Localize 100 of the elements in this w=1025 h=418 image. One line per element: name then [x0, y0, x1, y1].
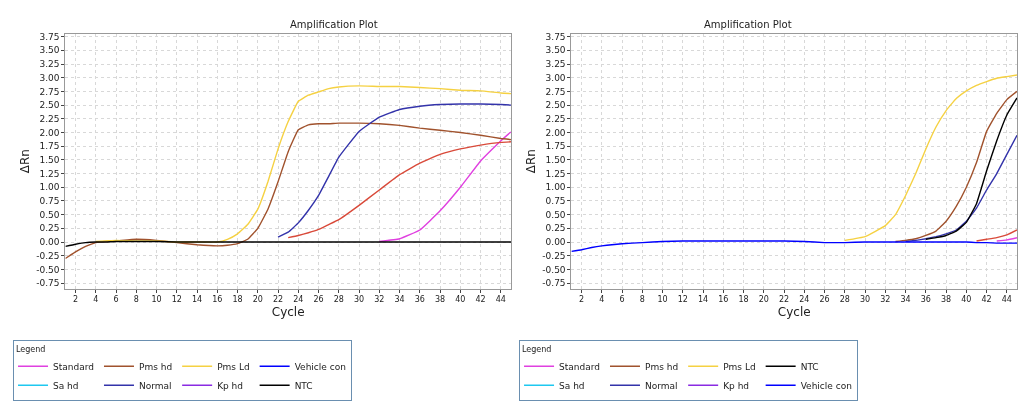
y-tick-label: 0.00 [545, 237, 566, 248]
x-tick-label: 40 [961, 295, 972, 305]
y-tick-label: 1.25 [39, 168, 60, 179]
line-series [975, 229, 1017, 242]
legend-label: Pms hd [138, 361, 173, 372]
x-tick-label: 14 [191, 295, 203, 305]
x-tick-label: 18 [738, 295, 749, 305]
legend-label: Pms hd [644, 361, 679, 372]
y-tick-label: 2.50 [39, 100, 60, 111]
x-tick-label: 26 [819, 295, 830, 305]
legend-label: Normal [138, 380, 172, 391]
x-tick-label: 2 [578, 295, 585, 305]
x-tick-label: 36 [920, 295, 931, 305]
y-tick-label: 2.00 [39, 127, 60, 138]
legend-label: Standard [53, 361, 94, 372]
y-tick-label: 3.75 [39, 31, 60, 42]
y-tick-label: 1.75 [39, 141, 60, 152]
legend-label: Sa hd [559, 380, 585, 391]
y-tick-label: 3.75 [545, 31, 566, 42]
y-axis-title: ΔRn [17, 149, 32, 174]
y-tick-label: 1.00 [545, 182, 566, 193]
y-tick-label: 2.50 [545, 100, 566, 111]
x-tick-label: 10 [657, 295, 668, 305]
x-tick-label: 20 [252, 295, 263, 305]
x-tick-label: 10 [151, 295, 162, 305]
x-tick-label: 34 [900, 295, 911, 305]
x-tick-label: 30 [860, 295, 871, 305]
legend-label: Kp hd [217, 380, 244, 391]
y-axis-title: ΔRn [523, 149, 538, 174]
y-tick-label: 3.00 [545, 72, 566, 83]
line-series [287, 141, 511, 239]
y-tick-label: 3.50 [545, 45, 566, 56]
y-tick-label: 0.50 [39, 209, 60, 220]
x-tick-label: 8 [133, 295, 139, 305]
x-tick-label: 12 [677, 295, 688, 305]
x-tick-label: 38 [435, 295, 446, 305]
x-axis-title: Cycle [271, 305, 305, 320]
line-series [277, 103, 511, 238]
x-tick-label: 40 [455, 295, 466, 305]
y-tick-label: -0.50 [542, 264, 566, 275]
x-tick-label: 14 [697, 295, 709, 305]
y-tick-label: 2.75 [39, 86, 60, 97]
x-tick-label: 12 [171, 295, 182, 305]
y-tick-label: -0.25 [542, 250, 566, 261]
chart-title: Amplification Plot [290, 19, 378, 30]
x-tick-label: 4 [599, 295, 605, 305]
x-tick-label: 38 [941, 295, 952, 305]
x-tick-label: 6 [619, 295, 625, 305]
line-series [571, 240, 1017, 253]
y-tick-label: 2.25 [545, 113, 566, 124]
legend-label: Normal [644, 380, 678, 391]
x-tick-label: 6 [113, 295, 119, 305]
legend-label: Sa hd [53, 380, 79, 391]
y-tick-label: 0.25 [39, 223, 60, 234]
x-tick-label: 16 [212, 295, 223, 305]
x-tick-label: 22 [778, 295, 790, 305]
y-tick-label: 1.75 [545, 141, 566, 152]
y-tick-label: 0.50 [545, 209, 566, 220]
y-tick-label: 3.00 [39, 72, 60, 83]
y-tick-label: -0.50 [36, 264, 60, 275]
y-tick-label: 0.75 [545, 196, 566, 207]
y-tick-label: -0.25 [36, 250, 60, 261]
y-tick-label: 1.50 [39, 155, 60, 166]
legend-label: Standard [559, 361, 600, 372]
legend-label: NTC [294, 380, 313, 391]
y-tick-label: 1.50 [545, 155, 566, 166]
x-tick-label: 4 [93, 295, 99, 305]
x-axis-title: Cycle [777, 305, 811, 320]
y-tick-label: 1.25 [545, 168, 566, 179]
x-tick-label: 42 [981, 295, 992, 305]
x-tick-label: 16 [718, 295, 729, 305]
x-tick-label: 24 [799, 295, 810, 305]
x-tick-label: 30 [353, 295, 365, 305]
y-tick-label: 3.25 [39, 59, 60, 70]
x-tick-label: 42 [475, 295, 486, 305]
y-tick-label: 0.25 [545, 223, 566, 234]
legend-label: Pms Ld [217, 361, 250, 372]
x-tick-label: 34 [394, 295, 405, 305]
x-tick-label: 44 [495, 295, 506, 305]
x-tick-label: 32 [374, 295, 385, 305]
legend-label: Pms Ld [723, 361, 756, 372]
legend-label: Vehicle con [800, 380, 852, 391]
x-tick-label: 28 [839, 295, 850, 305]
legend-label: Vehicle con [294, 361, 346, 372]
line-series [925, 97, 1017, 240]
y-tick-label: 3.25 [545, 59, 566, 70]
x-tick-label: 36 [414, 295, 425, 305]
x-tick-label: 32 [880, 295, 891, 305]
x-tick-label: 24 [293, 295, 304, 305]
x-tick-label: 26 [313, 295, 324, 305]
x-tick-label: 8 [639, 295, 645, 305]
x-tick-label: 20 [758, 295, 769, 305]
chart-title: Amplification Plot [704, 19, 792, 30]
y-tick-label: -0.75 [542, 278, 566, 289]
x-tick-label: 2 [72, 295, 79, 305]
y-tick-label: 2.25 [39, 113, 60, 124]
x-tick-label: 28 [333, 295, 344, 305]
y-tick-label: 1.00 [39, 182, 60, 193]
x-tick-label: 44 [1001, 295, 1012, 305]
line-series [844, 74, 1017, 242]
